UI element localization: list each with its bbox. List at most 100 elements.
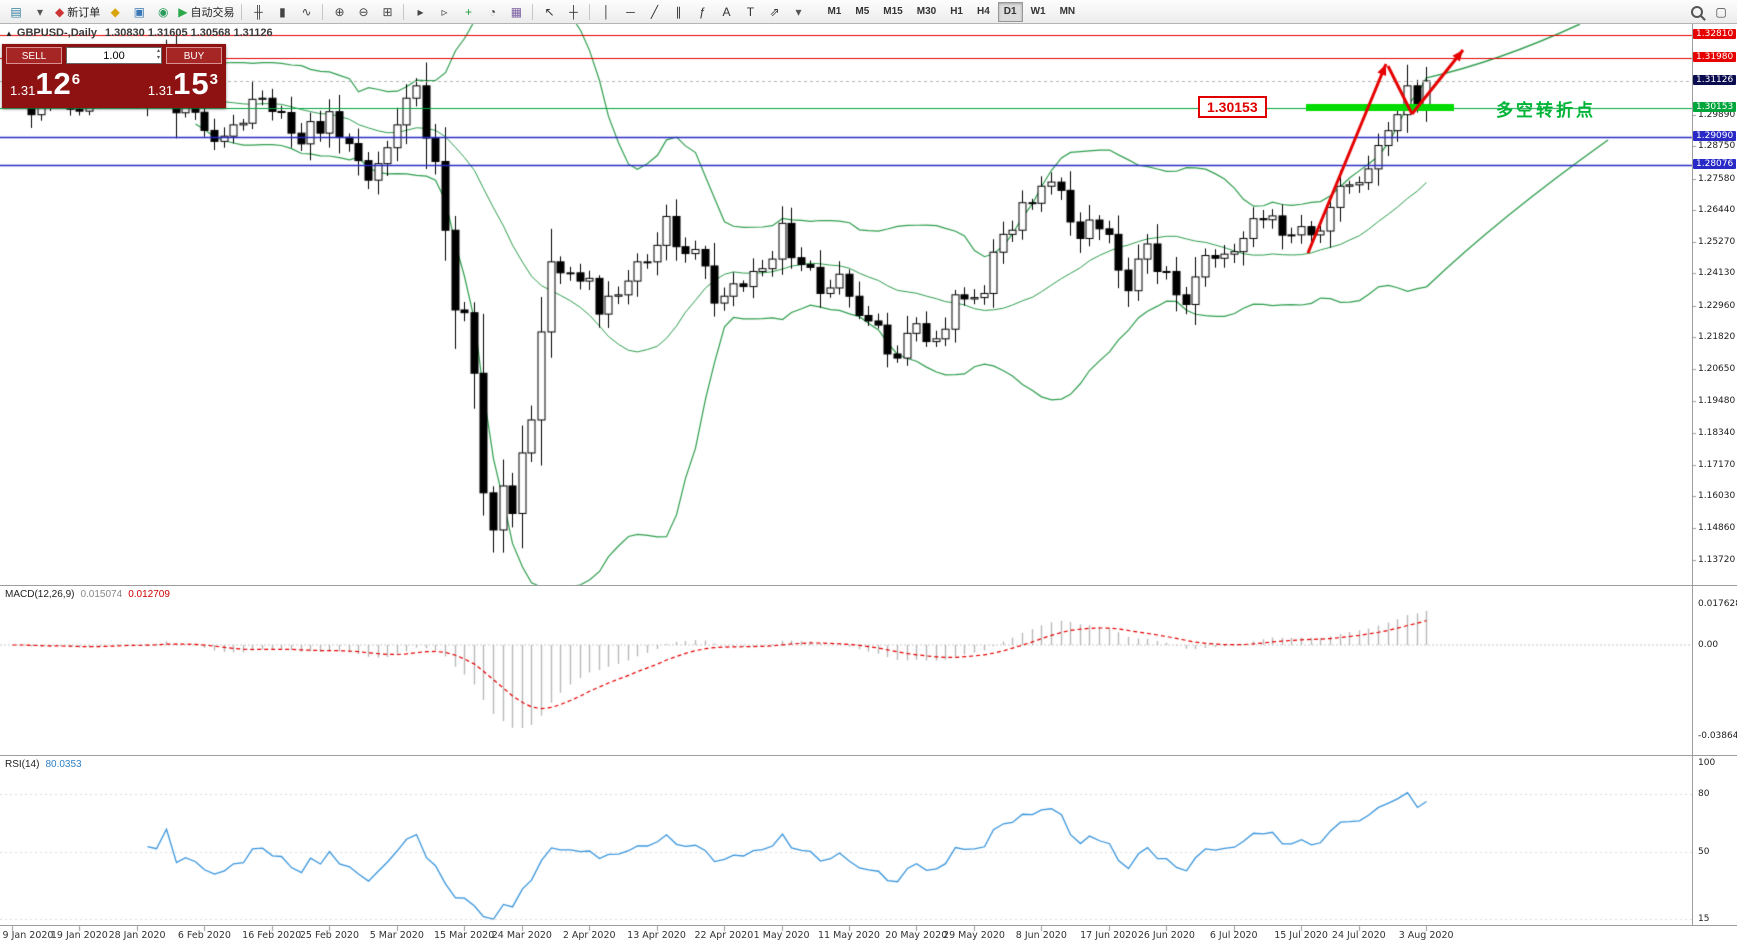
metaeditor-button[interactable]: ◆ — [103, 2, 127, 22]
new-order-button[interactable]: ◆ 新订单 — [52, 2, 103, 22]
macd-scale-label: 0.00 — [1698, 640, 1719, 650]
rsi-scale-label: 15 — [1698, 914, 1710, 924]
timeframe-h1-button[interactable]: H1 — [950, 5, 963, 17]
time-axis-label: 24 Jul 2020 — [1331, 930, 1386, 941]
panel-separator-macd[interactable] — [0, 585, 1737, 586]
toolbar-separator — [589, 3, 591, 20]
fibonacci-button[interactable]: ƒ — [690, 2, 714, 22]
bar-chart-button[interactable]: ╫ — [246, 2, 270, 22]
timeframe-m30-button[interactable]: M30 — [916, 5, 937, 17]
chart-shift-button[interactable]: ▹ — [432, 2, 456, 22]
auto-scroll-button[interactable]: ▸ — [408, 2, 432, 22]
timeframe-m15-button[interactable]: M15 — [883, 5, 903, 17]
timeframe-m5-button[interactable]: M5 — [855, 5, 870, 17]
time-axis[interactable]: 9 Jan 2020 19 Jan 2020 28 Jan 2020 6 Feb 20… — [0, 926, 1737, 950]
support-price-annotation[interactable]: 1.30153 — [1198, 96, 1267, 118]
timeframe-w1-button[interactable]: W1 — [1030, 5, 1046, 17]
price-grid-label: 1.13720 — [1698, 554, 1736, 565]
ohlc-values: 1.30830 1.31605 1.30568 1.31126 — [105, 27, 273, 39]
price-grid-label: 1.21820 — [1698, 331, 1736, 342]
volume-down-icon[interactable]: ▾ — [156, 55, 160, 61]
volume-input[interactable]: 1.00 ▴ ▾ — [66, 47, 162, 64]
buy-button[interactable]: BUY — [166, 47, 222, 64]
search-icon — [1691, 5, 1703, 18]
price-level-label-support-blue-1: 1.29090 — [1693, 130, 1737, 141]
templates-icon: ▦ — [510, 4, 523, 19]
new-chart-icon: ▤ — [10, 4, 22, 19]
horizontal-line-button[interactable]: ─ — [618, 2, 642, 22]
zoom-in-button[interactable]: ⊕ — [327, 2, 351, 22]
periods-icon: ◔ — [488, 4, 497, 19]
channel-button[interactable]: ∥ — [666, 2, 690, 22]
price-scale[interactable]: 1.29890 1.28750 1.27580 1.26440 1.25270 1.241… — [1692, 24, 1737, 925]
terminal-button[interactable]: ▣ — [127, 2, 151, 22]
time-axis-label: 26 Jun 2020 — [1137, 930, 1195, 941]
zoom-in-icon: ⊕ — [334, 4, 345, 19]
toolbar-separator — [241, 3, 243, 20]
price-grid-label: 1.28750 — [1698, 141, 1736, 152]
text-icon: A — [722, 4, 731, 19]
price-level-label-current-price: 1.31126 — [1693, 75, 1737, 85]
panel-separator-rsi[interactable] — [0, 755, 1737, 756]
indicators-button[interactable]: + — [456, 2, 480, 22]
new-chart-button[interactable]: ▤ — [4, 2, 28, 22]
rsi-scale-label: 100 — [1698, 758, 1716, 768]
line-chart-icon: ∿ — [301, 4, 312, 19]
trendline-button[interactable]: ╱ — [642, 2, 666, 22]
bid-price[interactable]: 1.31 12 6 — [10, 65, 80, 103]
text-button[interactable]: A — [714, 2, 738, 22]
chart-title: ▲ GBPUSD-,Daily 1.30830 1.31605 1.30568 1.… — [5, 27, 273, 39]
candlestick-chart-button[interactable]: ▮ — [270, 2, 294, 22]
crosshair-button[interactable]: ┼ — [561, 2, 585, 22]
rsi-scale-label: 50 — [1698, 847, 1710, 858]
bid-big-digits: 12 — [35, 66, 72, 101]
time-axis-label: 25 Feb 2020 — [299, 930, 360, 941]
time-axis-label: 5 Mar 2020 — [369, 930, 424, 941]
price-grid-label: 1.24130 — [1698, 268, 1736, 279]
collapse-panel-icon[interactable]: ▲ — [5, 29, 13, 38]
price-grid-label: 1.16030 — [1698, 491, 1736, 502]
chart-list-dropdown-button[interactable]: ▾ — [28, 2, 52, 22]
sell-button[interactable]: SELL — [6, 47, 62, 64]
zoom-out-icon: ⊖ — [358, 4, 369, 19]
timeframe-h4-button[interactable]: H4 — [976, 5, 990, 17]
new-window-icon: ▢ — [1715, 4, 1727, 19]
timeframe-d1-button[interactable]: D1 — [997, 1, 1023, 22]
new-window-button[interactable]: ▢ — [1709, 2, 1733, 22]
arrow-tools-dropdown-button[interactable]: ▾ — [786, 2, 810, 22]
auto-scroll-icon: ▸ — [417, 4, 424, 19]
line-chart-button[interactable]: ∿ — [294, 2, 318, 22]
templates-button[interactable]: ▦ — [504, 2, 528, 22]
new-order-icon: ◆ — [55, 4, 65, 19]
periods-button[interactable]: ◔ — [480, 2, 504, 22]
cursor-button[interactable]: ↖ — [537, 2, 561, 22]
turning-point-annotation[interactable]: 多空转折点 — [1496, 101, 1596, 120]
macd-scale-label: -0.038649 — [1698, 730, 1737, 741]
price-grid-label: 1.26440 — [1698, 204, 1736, 215]
search-button[interactable] — [1685, 2, 1709, 22]
zoom-out-button[interactable]: ⊖ — [351, 2, 375, 22]
macd-main-value: 0.015074 — [80, 589, 123, 600]
rsi-name: RSI(14) — [5, 759, 40, 770]
vertical-line-button[interactable]: │ — [594, 2, 618, 22]
autotrading-button[interactable]: ▶ 自动交易 — [175, 2, 237, 22]
time-axis-label: 11 May 2020 — [817, 930, 880, 941]
toolbar-separator — [532, 3, 534, 20]
volume-stepper[interactable]: ▴ ▾ — [157, 48, 160, 62]
timeframe-m1-button[interactable]: M1 — [827, 5, 842, 17]
time-axis-label: 3 Aug 2020 — [1398, 930, 1454, 941]
label-button[interactable]: T — [738, 2, 762, 22]
tile-windows-button[interactable]: ⊞ — [375, 2, 399, 22]
timeframe-mn-button[interactable]: MN — [1059, 5, 1076, 17]
macd-signal-value: 0.012709 — [128, 589, 170, 600]
tile-windows-icon: ⊞ — [382, 4, 393, 19]
time-axis-label: 15 Mar 2020 — [434, 930, 495, 941]
toolbar-separator — [322, 3, 324, 20]
community-button[interactable]: ◉ — [151, 2, 175, 22]
ask-price[interactable]: 1.31 15 3 — [148, 65, 218, 103]
rsi-indicator-label: RSI(14) 80.0353 — [5, 759, 82, 770]
arrow-tools-button[interactable]: ⇗ — [762, 2, 786, 22]
volume-up-icon[interactable]: ▴ — [156, 48, 160, 54]
toolbar-right-group: ▢ — [1685, 2, 1733, 22]
